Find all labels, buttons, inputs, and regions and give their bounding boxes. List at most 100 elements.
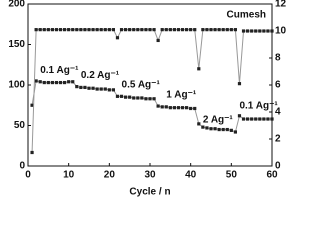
point [58, 28, 63, 32]
legend-label: Cumesh [227, 10, 266, 21]
point [254, 29, 258, 33]
point [229, 128, 233, 132]
point [128, 28, 132, 32]
point [237, 82, 242, 86]
y-tick-label: 100 [8, 80, 25, 91]
point [168, 106, 172, 110]
point [197, 67, 201, 71]
point [213, 127, 217, 131]
point [87, 28, 91, 32]
point [213, 28, 217, 32]
x-tick-label: 20 [104, 170, 116, 181]
point [136, 28, 140, 32]
y-tick-label: 200 [8, 0, 25, 10]
point [201, 125, 205, 129]
point [115, 36, 120, 40]
y2-tick-label: 12 [275, 0, 287, 10]
point [144, 28, 148, 32]
annotation: 0.2 Ag⁻¹ [81, 70, 120, 81]
point [193, 28, 197, 32]
annotation: 2 Ag⁻¹ [203, 114, 234, 125]
point [140, 28, 144, 32]
x-tick-label: 50 [226, 170, 238, 181]
point [140, 96, 144, 100]
point [95, 28, 99, 32]
point [119, 94, 124, 98]
point [75, 28, 79, 32]
point [262, 29, 266, 33]
point [124, 95, 128, 99]
point [34, 28, 38, 32]
point [115, 94, 120, 98]
point [75, 85, 79, 89]
point [160, 28, 164, 32]
point [201, 28, 205, 32]
point [168, 28, 172, 32]
point [250, 29, 254, 33]
point [46, 28, 50, 32]
point [221, 28, 225, 32]
point [54, 80, 59, 85]
point [67, 80, 71, 84]
point [107, 28, 111, 32]
point [225, 28, 229, 32]
point [237, 114, 242, 118]
point [164, 28, 168, 32]
point [209, 127, 213, 131]
point [233, 28, 237, 32]
point [233, 130, 237, 134]
annotation: 0.1 Ag⁻¹ [239, 101, 278, 112]
x-tick-label: 60 [266, 170, 278, 181]
point [50, 28, 54, 32]
point [180, 106, 185, 110]
point [30, 103, 34, 107]
point [111, 28, 115, 32]
point [63, 28, 67, 32]
point [103, 87, 107, 91]
point [209, 28, 213, 32]
series-line [31, 29, 272, 153]
point [221, 127, 225, 132]
point [250, 117, 254, 121]
point [54, 28, 59, 32]
annotation: 1 Ag⁻¹ [166, 89, 197, 100]
x-axis-label: Cycle / n [129, 187, 170, 198]
point [254, 117, 258, 121]
point [176, 28, 181, 32]
point [71, 80, 75, 84]
point [83, 85, 87, 90]
point [152, 97, 156, 101]
point [225, 127, 229, 132]
point [91, 86, 95, 90]
point [262, 117, 266, 121]
point [42, 28, 46, 32]
y2-tick-label: 6 [275, 80, 281, 91]
annotation: 0.5 Ag⁻¹ [122, 80, 161, 91]
point [205, 126, 209, 130]
y2-tick-label: 2 [275, 134, 281, 145]
point [189, 28, 193, 32]
point [164, 105, 168, 109]
point [266, 117, 270, 121]
point [107, 88, 111, 92]
annotation: 0.1 Ag⁻¹ [40, 65, 79, 76]
y-tick-label: 0 [19, 161, 25, 172]
point [148, 97, 152, 101]
point [103, 28, 107, 32]
y2-tick-label: 8 [275, 53, 281, 64]
point [95, 87, 99, 91]
point [111, 88, 115, 92]
point [132, 96, 136, 100]
point [87, 86, 91, 90]
point [79, 28, 83, 32]
point [30, 150, 34, 155]
point [180, 28, 185, 32]
point [176, 106, 181, 110]
point [172, 106, 176, 110]
point [266, 29, 270, 33]
point [241, 29, 246, 33]
x-tick-label: 10 [63, 170, 75, 181]
point [38, 28, 42, 32]
x-tick-label: 0 [25, 170, 31, 181]
point [270, 117, 274, 121]
